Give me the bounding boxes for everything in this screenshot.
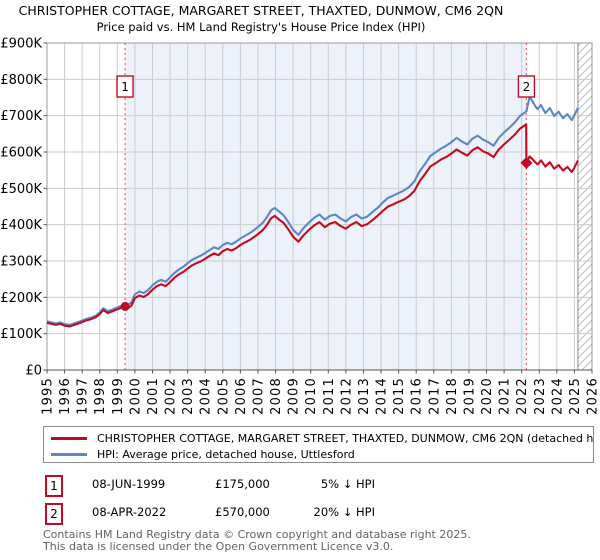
marker-1-label-box: [116, 75, 134, 98]
svg-text:2009: 2009: [287, 377, 302, 415]
svg-text:2012: 2012: [339, 377, 354, 415]
svg-text:2011: 2011: [322, 377, 337, 415]
svg-text:1999: 1999: [111, 377, 126, 415]
license-footer: Contains HM Land Registry data © Crown c…: [43, 529, 471, 552]
page-title: CHRISTOPHER COTTAGE, MARGARET STREET, TH…: [18, 3, 504, 18]
legend-label-hpi: HPI: Average price, detached house, Uttl…: [97, 447, 355, 461]
svg-text:2020: 2020: [480, 377, 495, 415]
sale-1-number-badge: 1: [45, 475, 63, 497]
svg-text:2006: 2006: [234, 377, 249, 415]
chart-legend: CHRISTOPHER COTTAGE, MARGARET STREET, TH…: [43, 426, 594, 463]
svg-text:2025: 2025: [568, 377, 583, 415]
ownership-period-band: [125, 43, 527, 370]
sale-2-number-badge: 2: [45, 503, 63, 525]
svg-text:2017: 2017: [427, 377, 442, 415]
svg-text:£300K: £300K: [0, 255, 42, 270]
sale-annotation-row: 2 08-APR-2022 £570,000 20% ↓ HPI: [0, 503, 600, 525]
svg-text:2: 2: [523, 80, 531, 94]
svg-text:1995: 1995: [41, 377, 56, 415]
svg-text:£900K: £900K: [0, 37, 42, 52]
svg-text:£500K: £500K: [0, 182, 42, 197]
svg-text:2013: 2013: [357, 377, 372, 415]
svg-text:2007: 2007: [251, 377, 266, 415]
svg-text:£800K: £800K: [0, 73, 42, 88]
svg-text:2008: 2008: [269, 377, 284, 415]
svg-text:2018: 2018: [445, 377, 460, 415]
hpi-line: [46, 95, 579, 326]
legend-item-property: CHRISTOPHER COTTAGE, MARGARET STREET, TH…: [44, 430, 593, 446]
svg-text:2001: 2001: [146, 377, 161, 415]
svg-text:2014: 2014: [375, 377, 390, 415]
property-line-swatch: [51, 436, 87, 440]
svg-text:1997: 1997: [76, 377, 91, 415]
sale-2-date: 08-APR-2022: [92, 505, 167, 519]
svg-text:2024: 2024: [550, 377, 565, 415]
marker-2-label-box: [517, 75, 536, 98]
sale-1-date: 08-JUN-1999: [92, 477, 166, 491]
svg-text:1: 1: [121, 80, 129, 94]
price-paid-line: [46, 123, 579, 328]
svg-text:2019: 2019: [462, 377, 477, 415]
sale-2-point-marker: [520, 156, 533, 169]
svg-text:2004: 2004: [199, 377, 214, 415]
svg-text:2015: 2015: [392, 377, 407, 415]
svg-text:2003: 2003: [181, 377, 196, 415]
svg-text:2016: 2016: [410, 377, 425, 415]
legend-label-property: CHRISTOPHER COTTAGE, MARGARET STREET, TH…: [97, 431, 593, 445]
svg-text:1996: 1996: [58, 377, 73, 415]
price-history-chart: 1 2 £0 £100K £200K £300K £400K £500K £600K £700K £…: [0, 37, 600, 415]
sale-2-price: £570,000: [215, 505, 270, 519]
svg-text:2002: 2002: [164, 377, 179, 415]
svg-text:2005: 2005: [216, 377, 231, 415]
hpi-line-swatch: [51, 452, 87, 456]
svg-text:£700K: £700K: [0, 109, 42, 124]
svg-text:1998: 1998: [93, 377, 108, 415]
svg-text:£0: £0: [25, 364, 42, 379]
svg-text:£400K: £400K: [0, 218, 42, 233]
sale-1-point-marker: [120, 301, 130, 311]
sale-2-hpi-diff: 20% ↓ HPI: [313, 505, 375, 519]
svg-text:£200K: £200K: [0, 291, 42, 306]
sale-1-price: £175,000: [215, 477, 270, 491]
svg-text:2023: 2023: [533, 377, 548, 415]
svg-text:2022: 2022: [515, 377, 530, 415]
sale-1-hpi-diff: 5% ↓ HPI: [320, 477, 375, 491]
svg-text:2000: 2000: [128, 377, 143, 415]
svg-text:2021: 2021: [498, 377, 513, 415]
sale-annotation-row: 1 08-JUN-1999 £175,000 5% ↓ HPI: [0, 475, 600, 497]
svg-text:£100K: £100K: [0, 327, 42, 342]
svg-text:2026: 2026: [586, 377, 600, 415]
svg-text:£600K: £600K: [0, 146, 42, 161]
svg-text:2010: 2010: [304, 377, 319, 415]
legend-item-hpi: HPI: Average price, detached house, Uttl…: [44, 446, 593, 462]
footer-line-2: This data is licensed under the Open Gov…: [43, 539, 394, 553]
future-hatch-region: [577, 43, 592, 370]
page-subtitle: Price paid vs. HM Land Registry's House …: [96, 20, 426, 34]
footer-line-1: Contains HM Land Registry data © Crown c…: [43, 528, 471, 541]
